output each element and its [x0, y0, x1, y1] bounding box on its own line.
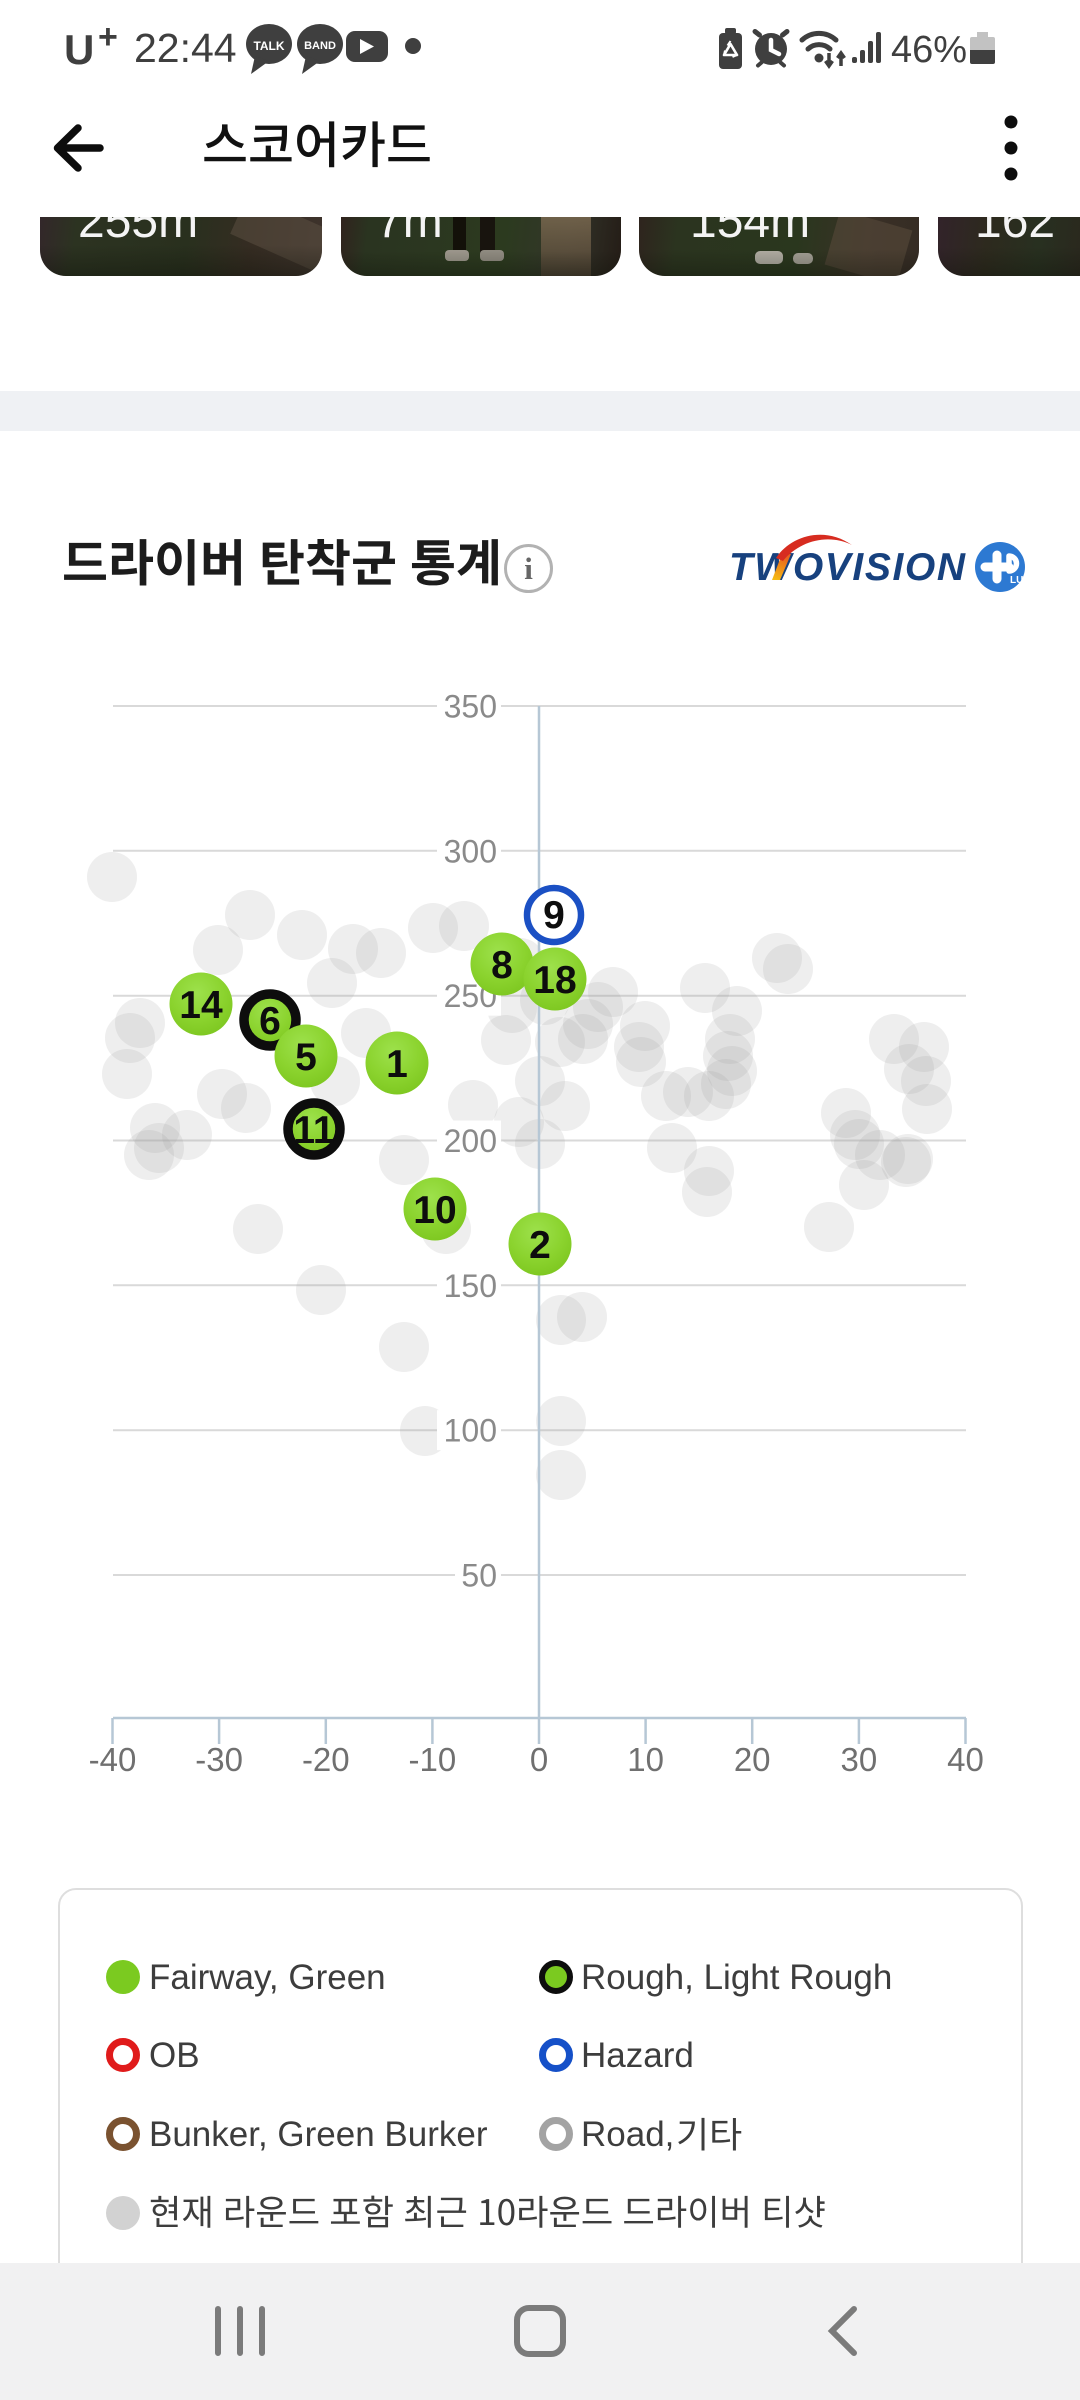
svg-text:10: 10 — [627, 1741, 664, 1778]
svg-text:50: 50 — [461, 1558, 497, 1594]
svg-text:LUS: LUS — [1010, 575, 1029, 586]
svg-text:TALK: TALK — [253, 39, 284, 53]
svg-text:-10: -10 — [409, 1741, 457, 1778]
svg-text:6: 6 — [259, 1000, 281, 1043]
svg-text:11: 11 — [293, 1109, 334, 1152]
svg-text:TWOVISION: TWOVISION — [729, 546, 966, 589]
svg-text:2: 2 — [529, 1224, 551, 1267]
svg-text:300: 300 — [444, 833, 497, 869]
svg-text:200: 200 — [444, 1123, 497, 1159]
svg-text:+: + — [98, 18, 118, 56]
svg-text:-20: -20 — [302, 1741, 350, 1778]
svg-text:-40: -40 — [89, 1741, 137, 1778]
svg-text:-30: -30 — [195, 1741, 243, 1778]
svg-text:20: 20 — [734, 1741, 771, 1778]
svg-text:1: 1 — [386, 1043, 408, 1086]
svg-text:46%: 46% — [891, 29, 967, 71]
svg-text:100: 100 — [444, 1413, 497, 1449]
svg-text:22:44: 22:44 — [134, 25, 237, 71]
svg-text:BAND: BAND — [304, 40, 336, 52]
svg-text:9: 9 — [543, 894, 565, 937]
svg-text:18: 18 — [533, 959, 576, 1002]
svg-text:40: 40 — [947, 1741, 984, 1778]
svg-text:10: 10 — [413, 1189, 456, 1232]
svg-text:5: 5 — [295, 1036, 317, 1079]
svg-text:30: 30 — [841, 1741, 878, 1778]
svg-text:0: 0 — [530, 1741, 548, 1778]
svg-text:350: 350 — [444, 689, 497, 725]
svg-text:U: U — [64, 26, 94, 73]
svg-text:150: 150 — [444, 1268, 497, 1304]
svg-text:14: 14 — [179, 984, 223, 1027]
svg-text:8: 8 — [491, 944, 513, 987]
